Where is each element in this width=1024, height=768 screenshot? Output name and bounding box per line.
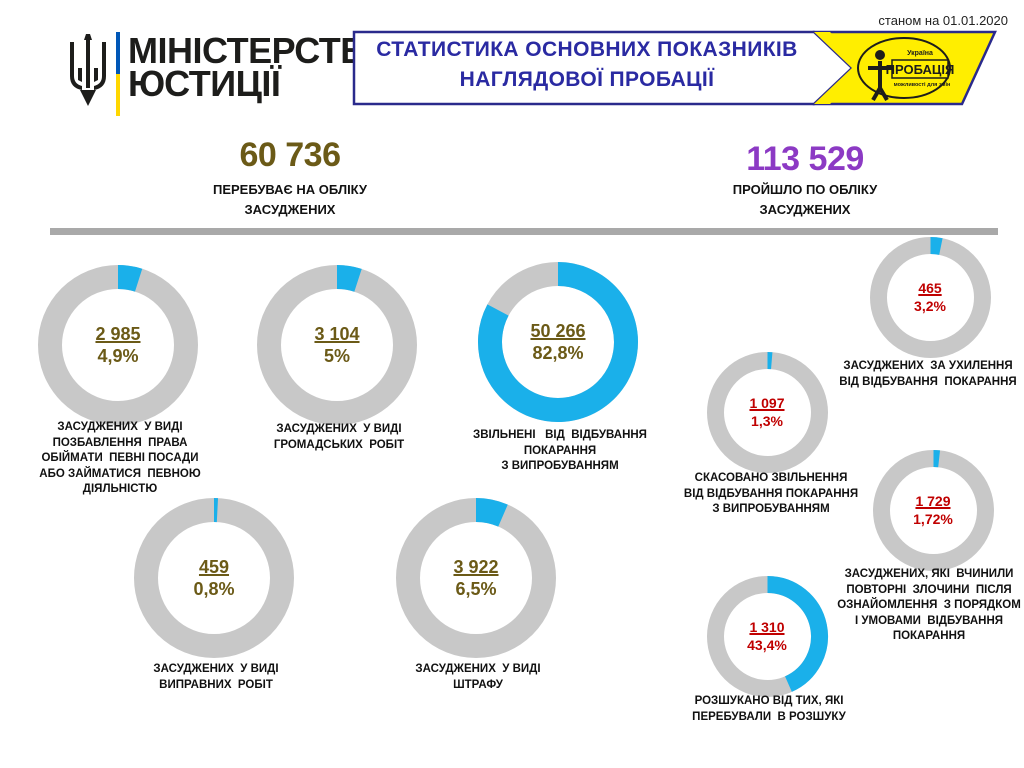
donut-caption-line: РОЗШУКАНО ВІД ТИХ, ЯКІ (694, 695, 844, 707)
donut-caption-line: І УМОВАМИ ВІДБУВАННЯ (854, 614, 1004, 627)
banner-title-line2: НАГЛЯДОВОЇ ПРОБАЦІЇ (459, 68, 715, 91)
donut-caption-2: ЗАСУДЖЕНИХ У ВИДІ ГРОМАДСЬКИХ РОБІТ (239, 422, 439, 453)
donut-caption-line: ПОКАРАННЯ (523, 444, 597, 457)
donut-caption-line: ПОКАРАННЯ (892, 630, 966, 642)
donut-segment-1 (117, 265, 143, 292)
donut-center-label-9: 1 310 43,4% (707, 618, 827, 654)
donut-caption-line: ВІД ВІДБУВАННЯ ПОКАРАННЯ (683, 487, 859, 500)
donut-percent-2: 5% (323, 346, 350, 366)
total-on-register-label: ПЕРЕБУВАЄ НА ОБЛІКУ ЗАСУДЖЕНИХ (175, 180, 405, 220)
donut-chart-8 (872, 449, 994, 571)
donut-percent-7: 1,3% (751, 413, 783, 429)
donut-caption-line: ОБІЙМАТИ ПЕВНІ ПОСАДИ (41, 452, 199, 464)
donut-percent-9: 43,4% (747, 637, 787, 653)
donut-caption-5: ЗАСУДЖЕНИХ У ВИДІ ШТРАФУ (378, 662, 578, 693)
donut-caption-line: З ВИПРОБУВАННЯМ (712, 503, 830, 515)
donut-caption-line: ГРОМАДСЬКИХ РОБІТ (273, 438, 405, 451)
donut-chart-3 (478, 262, 638, 422)
donut-center-label-7: 1 097 1,3% (707, 394, 827, 430)
donut-value-6: 465 (918, 280, 942, 296)
total-on-register-label-line2: ЗАСУДЖЕНИХ (244, 202, 336, 217)
ministry-name-line2: ЮСТИЦІЇ (128, 63, 281, 104)
donut-percent-1: 4,9% (97, 346, 139, 366)
donut-chart-2 (257, 265, 417, 425)
donut-caption-8: ЗАСУДЖЕНИХ, ЯКІ ВЧИНИЛИ ПОВТОРНІ ЗЛОЧИНИ … (829, 567, 1024, 645)
total-on-register-label-line1: ПЕРЕБУВАЄ НА ОБЛІКУ (212, 182, 368, 197)
ministry-name-line1: МІНІСТЕРСТВО (128, 30, 393, 71)
donut-value-9: 1 310 (749, 619, 785, 635)
donut-caption-line: ШТРАФУ (453, 678, 503, 691)
total-on-register-value: 60 736 (239, 136, 342, 174)
donut-segment-3 (478, 262, 638, 422)
banner-title-line1: СТАТИСТИКА ОСНОВНИХ ПОКАЗНИКІВ (376, 38, 798, 61)
donut-center-label-8: 1 729 1,72% (873, 492, 993, 528)
donut-value-2: 3 104 (314, 324, 360, 344)
donut-caption-line: ПОЗБАВЛЕННЯ ПРАВА (52, 436, 188, 449)
donut-caption-3: ЗВІЛЬНЕНІ ВІД ВІДБУВАННЯ ПОКАРАННЯ З ВИПРО… (450, 428, 670, 475)
donut-caption-line: ЗАСУДЖЕНИХ У ВИДІ (276, 423, 402, 435)
total-passed-label: ПРОЙШЛО ПО ОБЛІКУ ЗАСУДЖЕНИХ (680, 180, 930, 220)
donut-caption-line: ЗАСУДЖЕНИХ, ЯКІ ВЧИНИЛИ (844, 568, 1014, 580)
donut-chart-6 (869, 236, 991, 358)
donut-caption-line: ЗВІЛЬНЕНІ ВІД ВІДБУВАННЯ (473, 429, 647, 441)
donut-percent-6: 3,2% (914, 298, 946, 314)
donut-center-label-6: 465 3,2% (870, 279, 990, 315)
probation-logo-icon (857, 37, 951, 102)
donut-percent-3: 82,8% (532, 343, 584, 363)
donut-percent-8: 1,72% (913, 511, 953, 527)
donut-chart-5 (396, 498, 556, 658)
donut-percent-4: 0,8% (193, 579, 235, 599)
donut-caption-line: СКАСОВАНО ЗВІЛЬНЕННЯ (694, 472, 848, 484)
logo-line2: ПРОБАЦІЯ (886, 62, 955, 77)
donut-chart-4 (134, 498, 294, 658)
donut-caption-line: ЗАСУДЖЕНИХ У ВИДІ (415, 663, 541, 675)
donut-segment-9 (766, 575, 828, 692)
section-divider (50, 228, 998, 235)
donut-caption-6: ЗАСУДЖЕНИХ ЗА УХИЛЕННЯ ВІД ВІДБУВАННЯ ПОК… (828, 359, 1024, 390)
donut-chart-1 (38, 265, 198, 425)
title-banner: Україна ПРОБАЦІЯ можливості для змін (352, 30, 997, 106)
donut-caption-4: ЗАСУДЖЕНИХ У ВИДІ ВИПРАВНИХ РОБІТ (116, 662, 316, 693)
donut-value-7: 1 097 (749, 395, 785, 411)
donut-caption-line: З ВИПРОБУВАННЯМ (501, 460, 619, 472)
donut-caption-9: РОЗШУКАНО ВІД ТИХ, ЯКІ ПЕРЕБУВАЛИ В РОЗШУ… (669, 694, 869, 725)
donut-caption-line: ПОВТОРНІ ЗЛОЧИНИ ПІСЛЯ (846, 583, 1012, 596)
donut-value-8: 1 729 (915, 493, 951, 509)
donut-center-label-4: 459 0,8% (154, 556, 274, 600)
donut-caption-line: АБО ЗАЙМАТИСЯ ПЕВНОЮ (39, 467, 201, 480)
donut-caption-line: ПЕРЕБУВАЛИ В РОЗШУКУ (692, 710, 846, 723)
logo-line3: можливості для змін (894, 82, 951, 88)
donut-segment-2 (336, 265, 362, 292)
donut-caption-line: ВИПРАВНИХ РОБІТ (159, 678, 273, 691)
trident-emblem-icon (66, 34, 110, 110)
donut-value-3: 50 266 (530, 321, 586, 341)
donut-chart-7 (706, 351, 828, 473)
donut-caption-line: ЗАСУДЖЕНИХ У ВИДІ (153, 663, 279, 675)
donut-caption-line: ДІЯЛЬНІСТЮ (82, 483, 158, 495)
banner-title: СТАТИСТИКА ОСНОВНИХ ПОКАЗНИКІВ НАГЛЯДОВО… (352, 35, 822, 99)
flag-accent-bar (116, 32, 120, 116)
donut-value-4: 459 (198, 557, 230, 577)
logo-line1: Україна (907, 50, 933, 57)
donut-center-label-5: 3 922 6,5% (416, 556, 536, 600)
donut-caption-7: СКАСОВАНО ЗВІЛЬНЕННЯ ВІД ВІДБУВАННЯ ПОКАР… (671, 471, 871, 518)
donut-value-1: 2 985 (95, 324, 141, 344)
donut-percent-5: 6,5% (455, 579, 497, 599)
donut-segment-5 (475, 498, 508, 527)
date-stamp: станом на 01.01.2020 (878, 13, 1008, 28)
donut-caption-line: ОЗНАЙОМЛЕННЯ З ПОРЯДКОМ (837, 599, 1021, 611)
donut-chart-9 (706, 575, 828, 697)
donut-caption-line: ВІД ВІДБУВАННЯ ПОКАРАННЯ (839, 375, 1017, 388)
donut-center-label-1: 2 985 4,9% (58, 323, 178, 367)
total-passed-label-line1: ПРОЙШЛО ПО ОБЛІКУ (732, 182, 878, 197)
donut-value-5: 3 922 (453, 557, 499, 577)
donut-caption-1: ЗАСУДЖЕНИХ У ВИДІ ПОЗБАВЛЕННЯ ПРАВА ОБІЙМА… (15, 420, 225, 498)
total-passed-value: 113 529 (746, 140, 864, 178)
donut-caption-line: ЗАСУДЖЕНИХ У ВИДІ (57, 421, 183, 433)
donut-segment-6 (929, 236, 943, 255)
donut-center-label-2: 3 104 5% (277, 323, 397, 367)
donut-caption-line: ЗАСУДЖЕНИХ ЗА УХИЛЕННЯ (843, 360, 1013, 372)
donut-center-label-3: 50 266 82,8% (498, 320, 618, 364)
total-passed-label-line2: ЗАСУДЖЕНИХ (759, 202, 851, 217)
